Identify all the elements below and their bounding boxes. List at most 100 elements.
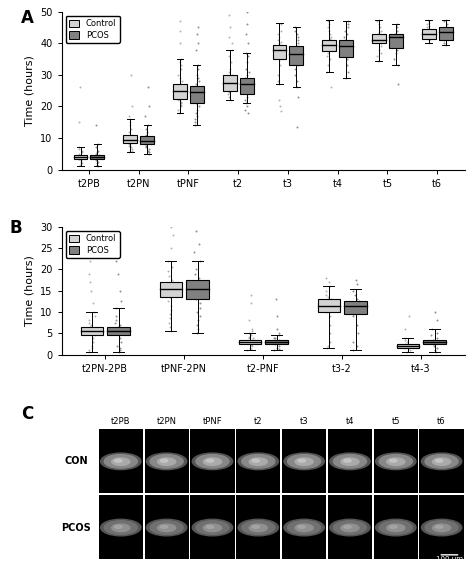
Point xyxy=(194,73,202,83)
Point xyxy=(125,132,132,141)
Point xyxy=(294,61,302,70)
Point xyxy=(294,92,302,101)
Point xyxy=(226,23,234,32)
Circle shape xyxy=(150,521,183,535)
Bar xyxy=(240,78,254,94)
Point xyxy=(274,29,282,38)
Point xyxy=(294,38,302,48)
Point xyxy=(195,273,202,283)
Point xyxy=(351,290,358,300)
Circle shape xyxy=(390,525,397,528)
Point xyxy=(191,114,199,124)
Point xyxy=(405,311,412,321)
Point xyxy=(77,156,85,165)
Point xyxy=(344,67,352,76)
Point xyxy=(247,345,255,354)
Text: 100 μm: 100 μm xyxy=(436,557,463,563)
Point xyxy=(324,38,332,48)
Circle shape xyxy=(390,459,397,462)
Circle shape xyxy=(330,519,370,536)
Point xyxy=(78,152,86,161)
Bar xyxy=(389,34,403,48)
Point xyxy=(195,102,202,111)
Point xyxy=(341,26,349,36)
Point xyxy=(167,284,174,293)
Point xyxy=(193,29,201,38)
Point xyxy=(376,32,384,41)
Point xyxy=(354,280,361,289)
Point xyxy=(128,130,136,139)
Point xyxy=(247,336,255,346)
Point xyxy=(242,64,249,73)
Point xyxy=(433,337,441,346)
Point xyxy=(323,51,331,61)
Bar xyxy=(322,40,336,51)
Point xyxy=(274,76,282,86)
Point xyxy=(75,154,83,163)
Bar xyxy=(236,429,281,493)
Point xyxy=(94,147,101,157)
Point xyxy=(374,29,382,38)
Point xyxy=(167,243,175,252)
Point xyxy=(227,58,234,67)
Point xyxy=(327,311,334,321)
Circle shape xyxy=(341,458,359,465)
Point xyxy=(192,89,200,99)
Point xyxy=(293,29,301,38)
Point xyxy=(168,301,175,310)
Circle shape xyxy=(425,455,458,468)
Point xyxy=(270,336,277,346)
Circle shape xyxy=(379,455,412,468)
Point xyxy=(128,143,135,152)
Point xyxy=(93,154,100,163)
Point xyxy=(404,342,411,351)
Point xyxy=(118,337,125,346)
Point xyxy=(85,348,93,357)
Bar xyxy=(265,340,288,344)
Point xyxy=(349,286,356,296)
Point xyxy=(191,248,198,257)
Point xyxy=(393,36,401,45)
Point xyxy=(191,290,199,300)
Point xyxy=(377,26,384,36)
Bar xyxy=(186,280,209,299)
Point xyxy=(170,231,177,240)
Point xyxy=(175,87,183,97)
Circle shape xyxy=(295,458,313,465)
Point xyxy=(224,81,232,90)
Point xyxy=(275,329,283,338)
Text: t6: t6 xyxy=(438,417,446,426)
Point xyxy=(433,316,441,325)
Point xyxy=(168,262,175,272)
Point xyxy=(167,322,174,332)
Bar xyxy=(173,85,187,99)
Point xyxy=(392,48,400,57)
Point xyxy=(292,70,299,79)
Text: B: B xyxy=(9,219,22,237)
Point xyxy=(194,92,202,101)
Point xyxy=(326,34,334,43)
Circle shape xyxy=(157,524,176,532)
Bar xyxy=(238,340,261,344)
Circle shape xyxy=(150,455,183,468)
Point xyxy=(246,343,254,353)
Circle shape xyxy=(206,525,214,528)
Text: t3: t3 xyxy=(300,417,309,426)
Point xyxy=(343,61,350,70)
Point xyxy=(322,301,329,310)
Point xyxy=(116,286,124,296)
Point xyxy=(125,111,133,121)
Bar xyxy=(140,136,154,145)
Point xyxy=(91,311,99,321)
Point xyxy=(374,36,382,45)
Point xyxy=(374,16,381,26)
Legend: Control, PCOS: Control, PCOS xyxy=(66,231,119,258)
Point xyxy=(355,297,362,306)
Point xyxy=(195,324,202,333)
Point xyxy=(178,76,185,86)
Point xyxy=(196,298,204,308)
Text: CON: CON xyxy=(64,456,88,466)
Point xyxy=(177,80,184,89)
Point xyxy=(275,338,283,347)
Point xyxy=(192,45,200,54)
